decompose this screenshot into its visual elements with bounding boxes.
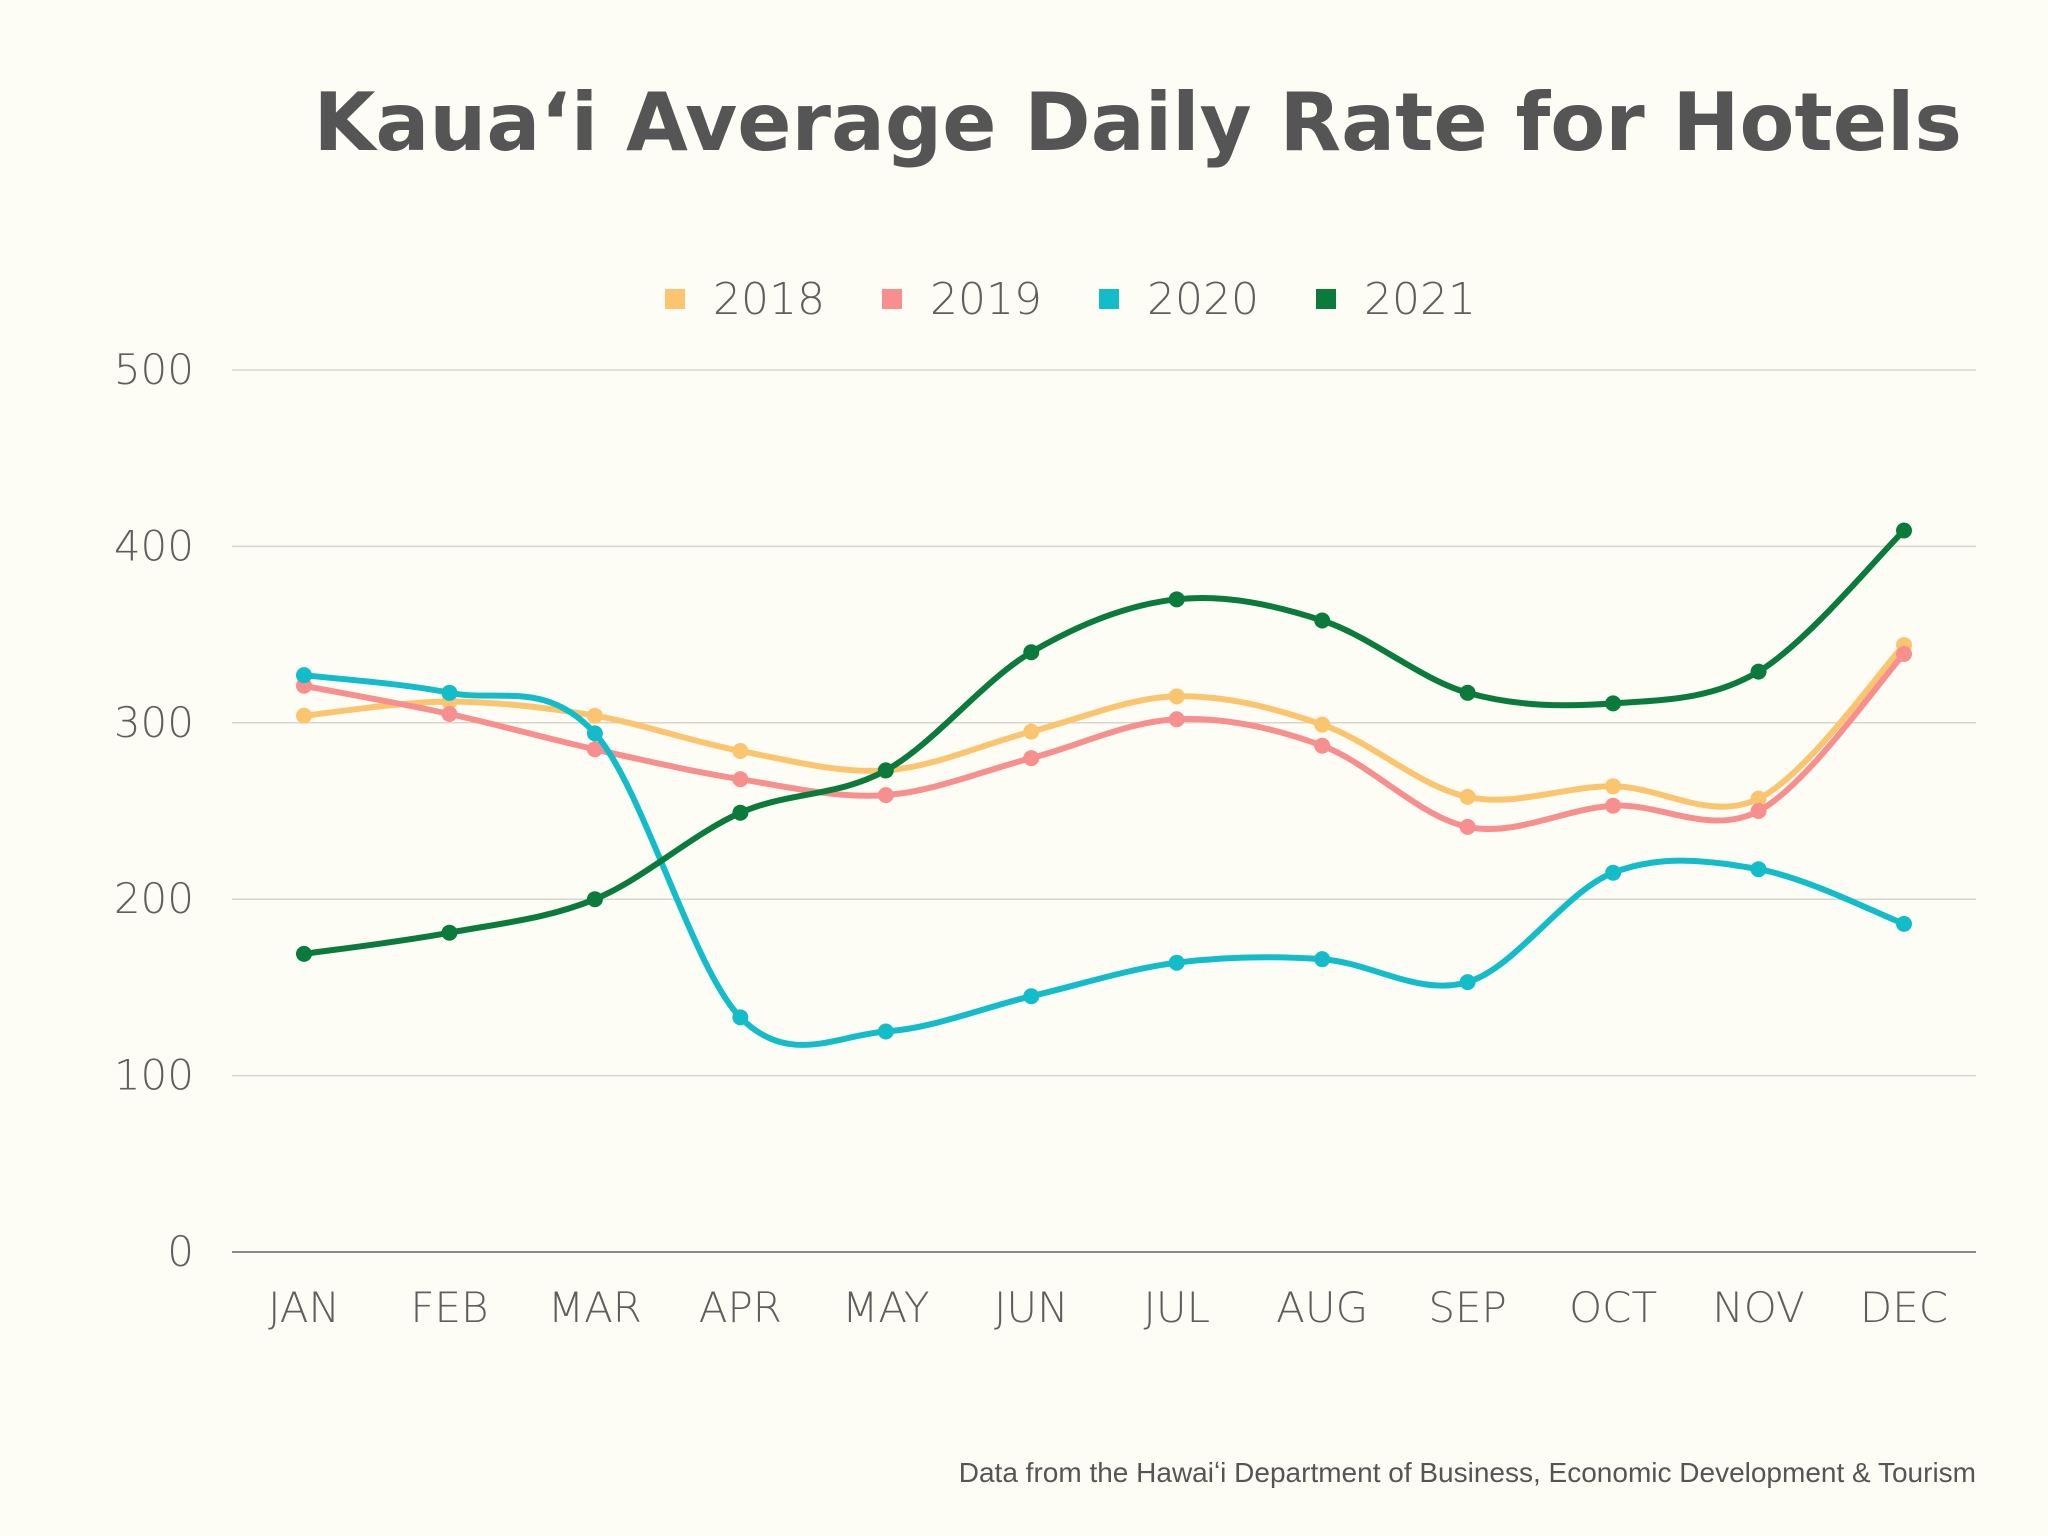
x-tick-label: SEP xyxy=(1428,1283,1507,1332)
series-line xyxy=(301,527,1907,957)
data-point xyxy=(1896,915,1912,932)
y-tick-label: 500 xyxy=(114,345,194,394)
series-line xyxy=(301,642,1907,810)
series-line xyxy=(301,672,1907,1048)
x-tick-label: JAN xyxy=(268,1283,340,1332)
x-tick-label: DEC xyxy=(1860,1283,1948,1332)
grid-lines xyxy=(232,369,1976,1253)
data-point xyxy=(586,725,603,742)
data-point xyxy=(732,804,749,821)
data-point xyxy=(1750,790,1767,807)
data-point xyxy=(1750,803,1767,819)
data-point xyxy=(1023,988,1040,1005)
legend-swatch xyxy=(882,289,902,309)
x-tick-label: OCT xyxy=(1569,1283,1657,1332)
x-tick-label: AUG xyxy=(1276,1283,1368,1332)
y-tick-label: 400 xyxy=(114,521,194,570)
data-point xyxy=(1605,695,1622,712)
data-point xyxy=(1023,723,1040,740)
data-point xyxy=(441,705,458,722)
legend-label: 2018 xyxy=(713,274,825,325)
legend-item: 2019 xyxy=(882,274,1042,325)
data-point xyxy=(1459,684,1476,701)
data-point xyxy=(1750,663,1767,680)
data-point xyxy=(732,743,749,760)
data-point xyxy=(1168,591,1185,608)
legend-label: 2019 xyxy=(930,274,1042,325)
series-2021 xyxy=(296,522,1912,962)
series-2018 xyxy=(296,637,1912,810)
data-point xyxy=(296,945,312,962)
legend-swatch xyxy=(1316,289,1336,309)
data-point xyxy=(296,667,312,684)
series-lines xyxy=(296,522,1912,1048)
data-point xyxy=(296,707,312,724)
data-point xyxy=(877,1023,894,1040)
data-point xyxy=(1605,797,1622,814)
data-point xyxy=(586,891,603,908)
y-tick-label: 300 xyxy=(114,698,194,747)
x-tick-label: JUL xyxy=(1143,1283,1210,1332)
series-line xyxy=(301,651,1907,833)
data-point xyxy=(1896,646,1912,663)
x-tick-label: MAR xyxy=(548,1283,642,1332)
data-point xyxy=(732,771,749,788)
data-point xyxy=(1605,778,1622,795)
data-point xyxy=(1314,737,1331,754)
data-point xyxy=(1314,612,1331,629)
data-point xyxy=(1314,716,1331,733)
data-point xyxy=(877,787,894,804)
y-axis-ticks: 0 100 200 300 400 500 xyxy=(114,345,194,1276)
data-point xyxy=(1023,644,1040,661)
data-point xyxy=(1459,788,1476,805)
chart-title: Kauaʻi Average Daily Rate for Hotels xyxy=(313,76,1962,169)
data-point xyxy=(441,684,458,701)
legend-item: 2018 xyxy=(665,274,825,325)
data-point xyxy=(586,741,603,758)
x-axis-ticks: JAN FEB MAR APR MAY JUN JUL AUG SEP OCT NOV DEC xyxy=(268,1283,1948,1332)
data-point xyxy=(1168,711,1185,728)
x-tick-label: FEB xyxy=(410,1283,488,1332)
legend-swatch xyxy=(1099,289,1119,309)
data-point xyxy=(1459,974,1476,991)
legend-label: 2021 xyxy=(1364,274,1476,325)
data-point xyxy=(1750,861,1767,878)
data-point xyxy=(1459,818,1476,835)
data-point xyxy=(1023,750,1040,767)
data-point xyxy=(732,1009,749,1026)
y-tick-label: 100 xyxy=(114,1051,194,1100)
series-2019 xyxy=(296,646,1912,835)
x-tick-label: APR xyxy=(699,1283,782,1332)
data-point xyxy=(1314,951,1331,968)
x-tick-label: NOV xyxy=(1712,1283,1804,1332)
legend-item: 2020 xyxy=(1099,274,1259,325)
data-point xyxy=(1168,954,1185,971)
x-tick-label: MAY xyxy=(842,1283,929,1332)
data-point xyxy=(441,924,458,941)
data-point xyxy=(877,762,894,779)
legend-label: 2020 xyxy=(1147,274,1259,325)
legend-item: 2021 xyxy=(1316,274,1476,325)
x-tick-label: JUN xyxy=(994,1283,1069,1332)
data-point xyxy=(1605,864,1622,881)
data-point xyxy=(1168,688,1185,705)
legend: 2018 2019 2020 2021 xyxy=(665,274,1476,325)
series-2020 xyxy=(296,667,1912,1048)
y-tick-label: 0 xyxy=(167,1227,194,1276)
source-note: Data from the Hawaiʻi Department of Busi… xyxy=(959,1457,1976,1488)
data-point xyxy=(1896,522,1912,539)
legend-swatch xyxy=(665,289,685,309)
data-point xyxy=(586,707,603,724)
y-tick-label: 200 xyxy=(114,874,194,923)
